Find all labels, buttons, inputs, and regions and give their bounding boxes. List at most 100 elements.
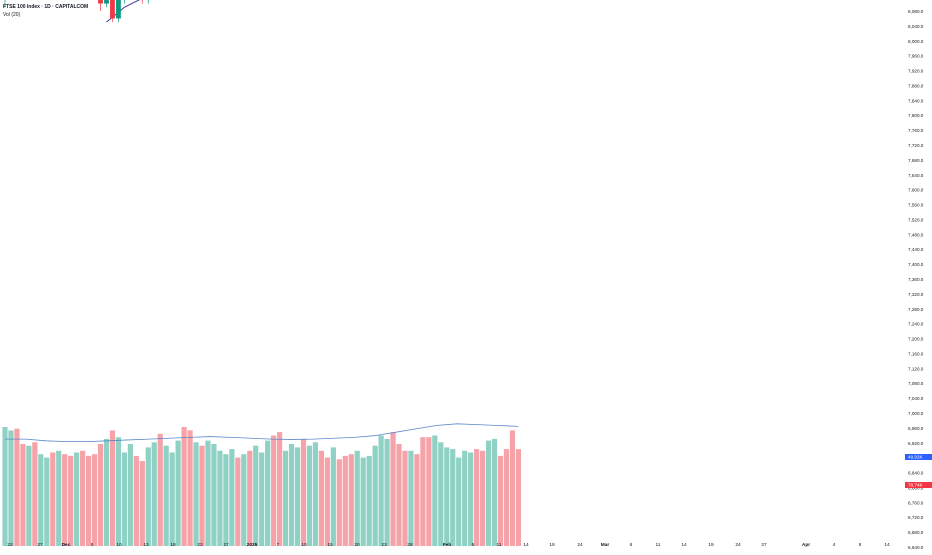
- volume-bar: [85, 455, 92, 546]
- volume-bar: [450, 449, 456, 546]
- x-tick-label: 28: [407, 542, 413, 548]
- y-tick-label: 8,000.0: [908, 39, 924, 44]
- y-tick-label: 7,760.0: [908, 128, 924, 133]
- volume-bar: [324, 457, 330, 546]
- x-tick-label: 23: [7, 542, 13, 548]
- volume-bar: [474, 449, 480, 546]
- volume-bar: [175, 440, 181, 546]
- y-tick-label: 7,920.0: [908, 69, 924, 74]
- volume-bar: [485, 440, 492, 546]
- x-tick-label: 19: [549, 542, 555, 548]
- volume-bar: [14, 428, 20, 546]
- vol-badge: [905, 482, 932, 488]
- y-tick-label: 7,680.0: [908, 158, 924, 163]
- x-tick-label: 11: [656, 542, 661, 548]
- volume-bar: [187, 430, 193, 546]
- x-tick-label: 10: [301, 542, 307, 548]
- x-tick-label: 24: [735, 542, 741, 548]
- y-tick-label: 7,800.0: [908, 113, 924, 118]
- x-tick-label: 10: [116, 542, 122, 548]
- volume-bar: [444, 447, 450, 546]
- x-tick-label: 6: [630, 542, 633, 548]
- volume-bar: [151, 442, 157, 546]
- volume-bar: [438, 442, 444, 546]
- y-tick-label: 7,040.0: [908, 396, 924, 401]
- x-tick-label: 20: [354, 542, 360, 548]
- y-tick-label: 7,520.0: [908, 217, 924, 222]
- volume-bar: [462, 450, 468, 546]
- candle-body: [98, 0, 103, 4]
- volume-bar: [306, 445, 313, 546]
- volume-bar: [348, 454, 354, 546]
- y-tick-label: 7,120.0: [908, 366, 924, 371]
- x-tick-label: 24: [577, 542, 583, 548]
- y-tick-label: 7,080.0: [908, 381, 924, 386]
- volume-bar: [318, 450, 325, 546]
- volume-bar: [497, 455, 504, 546]
- y-tick-label: 6,920.0: [908, 441, 924, 446]
- volume-bar: [432, 435, 438, 546]
- volume-bar: [277, 432, 283, 546]
- candle-body: [116, 0, 121, 19]
- volume-bar: [8, 430, 14, 546]
- y-tick-label: 7,200.0: [908, 337, 924, 342]
- volume-bar: [491, 438, 498, 546]
- y-tick-label: 7,280.0: [908, 307, 924, 312]
- volume-bar: [26, 445, 32, 546]
- volume-bar: [169, 452, 175, 546]
- volume-bar: [44, 457, 50, 546]
- volume-bar: [402, 450, 408, 546]
- volume-ma-line: [5, 423, 519, 443]
- volume-bar: [2, 427, 8, 546]
- y-tick-label: 7,840.0: [908, 98, 924, 103]
- volume-bar: [241, 454, 247, 546]
- volume-bar: [199, 445, 205, 546]
- x-tick-label: 6: [472, 542, 475, 548]
- x-tick-label: 14: [681, 542, 687, 548]
- volume-bar: [456, 457, 462, 546]
- volume-bar: [121, 452, 127, 546]
- x-tick-label: 15: [327, 542, 333, 548]
- volume-bar: [342, 455, 348, 546]
- x-tick-label: 2025: [247, 542, 258, 548]
- x-tick-label: Mar: [601, 542, 610, 548]
- x-tick-label: Apr: [802, 542, 810, 548]
- volume-bar: [103, 438, 110, 546]
- x-tick-label: 7: [277, 542, 280, 548]
- volume-bar: [396, 444, 402, 546]
- y-tick-label: 7,160.0: [908, 351, 924, 356]
- volume-bar: [97, 444, 104, 546]
- x-tick-label: 23: [381, 542, 387, 548]
- y-tick-label: 6,760.0: [908, 500, 924, 505]
- volume-bar: [32, 442, 38, 546]
- x-tick-label: 27: [37, 542, 43, 548]
- volume-bar: [91, 454, 98, 546]
- y-tick-label: 6,960.0: [908, 426, 924, 431]
- x-tick-label: 5: [91, 542, 94, 548]
- chart-legend: FTSE 100 Index · 1D · CAPITALCOM Vol (20…: [3, 3, 88, 19]
- y-tick-label: 8,040.0: [908, 24, 924, 29]
- volume-bar: [62, 454, 68, 546]
- x-tick-label: 9: [859, 542, 862, 548]
- x-tick-label: 14: [884, 542, 890, 548]
- volume-bar: [372, 445, 378, 546]
- volume-bar: [205, 440, 211, 546]
- volume-bar: [282, 450, 289, 546]
- volume-bar: [229, 449, 235, 546]
- vol-label: 78,74K: [908, 483, 923, 488]
- volume-bar: [211, 444, 217, 546]
- volume-bar: [390, 432, 396, 546]
- x-tick-label: 11: [497, 542, 502, 548]
- volume-bar: [288, 444, 295, 546]
- x-tick-label: 14: [523, 542, 529, 548]
- x-tick-label: 19: [708, 542, 714, 548]
- y-tick-label: 7,560.0: [908, 203, 924, 208]
- volume-bar: [271, 435, 277, 546]
- volume-bar: [74, 452, 80, 546]
- y-tick-label: 6,680.0: [908, 530, 924, 535]
- vol-ma-label: 49,92K: [908, 455, 923, 460]
- volume-bar: [157, 433, 163, 546]
- volume-bar: [127, 444, 133, 546]
